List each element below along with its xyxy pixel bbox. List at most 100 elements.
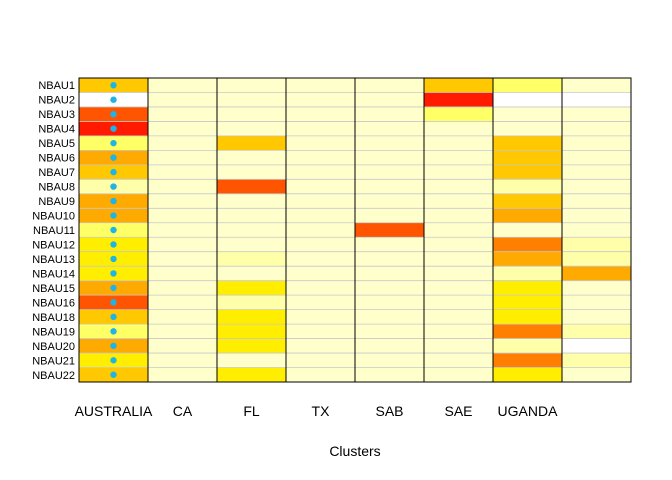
heatmap-cell (148, 92, 218, 108)
heatmap-cell (493, 106, 563, 122)
column-label: SAE (444, 403, 472, 419)
heatmap-cell (424, 324, 494, 339)
row-labels: NBAU1 NBAU2 NBAU3 NBAU4 NBAU5 NBAU6 NBAU7 NBAU8… (32, 80, 75, 382)
heatmap-cell (355, 208, 425, 224)
heatmap-cell (562, 367, 632, 383)
heatmap-cell (355, 106, 425, 122)
row-label: NBAU14 (32, 268, 75, 280)
heatmap-cell (148, 164, 218, 180)
heatmap-cell (217, 92, 287, 108)
heatmap-cell (286, 251, 356, 267)
heatmap-cell (148, 266, 218, 282)
row-label: NBAU7 (38, 167, 75, 179)
heatmap-cell (148, 121, 218, 137)
heatmap-cell (562, 150, 632, 166)
heatmap-cell (286, 121, 356, 137)
heatmap-cell (286, 295, 356, 311)
heatmap-cell (355, 324, 425, 339)
heatmap-cell (562, 193, 632, 209)
heatmap-cell (217, 222, 287, 238)
heatmap-cell (424, 353, 494, 368)
heatmap-cell (355, 193, 425, 209)
heatmap-cell (424, 135, 494, 151)
marker-point (110, 357, 117, 364)
heatmap-cell (493, 353, 563, 368)
column-label: FL (243, 403, 260, 419)
heatmap-cell (148, 295, 218, 311)
heatmap-cell (217, 78, 287, 93)
heatmap-cell (217, 338, 287, 354)
heatmap-cell (148, 179, 218, 195)
australia-markers (110, 82, 117, 378)
heatmap-cell (493, 309, 563, 325)
heatmap-cell (217, 251, 287, 267)
heatmap-cell (355, 280, 425, 296)
x-axis-title: Clusters (329, 443, 380, 459)
heatmap-cell (355, 295, 425, 311)
heatmap-cell (148, 251, 218, 267)
row-label: NBAU19 (32, 326, 75, 338)
heatmap-cell (562, 237, 632, 253)
heatmap-cell (148, 150, 218, 166)
marker-point (110, 299, 117, 306)
heatmap-cell (493, 237, 563, 253)
heatmap-cell (148, 280, 218, 296)
heatmap-cell (355, 92, 425, 108)
marker-point (110, 168, 117, 176)
heatmap-cell (493, 193, 563, 209)
heatmap-cells (79, 78, 632, 383)
heatmap-cell (562, 353, 632, 368)
heatmap-cell (148, 237, 218, 253)
heatmap-cell (355, 78, 425, 93)
heatmap-cell (562, 338, 632, 354)
heatmap-cell (562, 208, 632, 224)
row-label: NBAU9 (38, 196, 75, 208)
marker-point (110, 110, 117, 118)
row-label: NBAU1 (38, 80, 75, 92)
heatmap-cell (217, 295, 287, 311)
heatmap-cell (355, 237, 425, 253)
heatmap-cell (424, 92, 494, 108)
heatmap-cell (286, 266, 356, 282)
heatmap-cell (286, 150, 356, 166)
heatmap-cell (286, 193, 356, 209)
heatmap-cell (493, 164, 563, 180)
heatmap-cell (493, 251, 563, 267)
heatmap-cell (493, 222, 563, 238)
row-label: NBAU2 (38, 95, 75, 107)
heatmap-cell (493, 92, 563, 108)
heatmap-cell (286, 106, 356, 122)
heatmap-cell (424, 237, 494, 253)
heatmap-cell (355, 150, 425, 166)
column-label: UGANDA (498, 403, 559, 419)
heatmap-cell (424, 222, 494, 238)
row-label: NBAU15 (32, 283, 75, 295)
marker-point (110, 270, 117, 277)
heatmap-cell (562, 251, 632, 267)
heatmap-cell (217, 309, 287, 325)
heatmap-cell (148, 324, 218, 339)
heatmap-cell (148, 309, 218, 325)
row-label: NBAU10 (32, 211, 75, 223)
heatmap-cell (217, 164, 287, 180)
heatmap-cell (286, 135, 356, 151)
heatmap-cell (493, 150, 563, 166)
heatmap-cell (424, 164, 494, 180)
heatmap-cell (217, 280, 287, 296)
heatmap-cell (562, 121, 632, 137)
heatmap-cell (217, 353, 287, 368)
marker-point (110, 255, 117, 263)
heatmap-cell (217, 179, 287, 195)
heatmap-cell (424, 150, 494, 166)
heatmap-cell (355, 135, 425, 151)
heatmap-cell (562, 295, 632, 311)
column-label: AUSTRALIA (75, 403, 153, 419)
heatmap-cell (493, 280, 563, 296)
heatmap-cell (424, 367, 494, 383)
heatmap-cell (424, 78, 494, 93)
marker-point (110, 342, 117, 350)
heatmap-cell (217, 135, 287, 151)
heatmap-cell (148, 135, 218, 151)
heatmap-cell (424, 121, 494, 137)
